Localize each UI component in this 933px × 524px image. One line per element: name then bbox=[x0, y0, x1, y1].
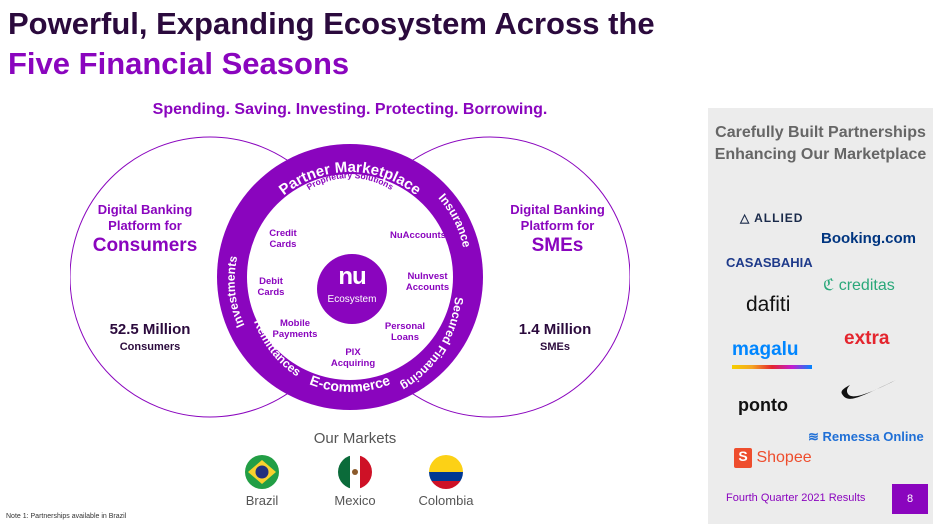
ecosystem-label: Ecosystem bbox=[327, 294, 377, 305]
tagline: Spending. Saving. Investing. Protecting.… bbox=[152, 101, 548, 118]
market-brazil-label: Brazil bbox=[245, 493, 279, 508]
smes-block: Digital Banking Platform for SMEs bbox=[495, 202, 620, 258]
creditas-logo: ℭ creditas bbox=[823, 277, 895, 294]
market-brazil: Brazil bbox=[222, 455, 302, 508]
brazil-flag-icon bbox=[245, 455, 279, 489]
page-number: 8 bbox=[892, 484, 928, 514]
ring-label-bottom: E-commerce bbox=[308, 372, 392, 395]
smes-unit: SMEs bbox=[540, 341, 570, 353]
markets-title: Our Markets bbox=[313, 430, 397, 447]
creditas-mark-icon: ℭ bbox=[823, 277, 835, 294]
product-pix-acquiring: PIX Acquiring bbox=[330, 347, 376, 369]
title-line-2: Five Financial Seasons bbox=[8, 46, 350, 81]
smes-count: 1.4 Million bbox=[518, 321, 592, 338]
nike-swoosh-icon bbox=[841, 380, 896, 399]
magalu-logo: magalu bbox=[732, 339, 799, 360]
remessa-online-logo: ≋ Remessa Online bbox=[808, 429, 924, 444]
title-line-1: Powerful, Expanding Ecosystem Across the bbox=[8, 6, 655, 41]
product-credit-cards: Credit Cards bbox=[269, 228, 297, 250]
product-nuinvest-accounts: NuInvest Accounts bbox=[405, 271, 450, 293]
market-mexico: Mexico bbox=[315, 455, 395, 508]
shopee-bag-icon: S bbox=[734, 448, 752, 468]
dafiti-logo: dafiti bbox=[746, 293, 791, 316]
market-mexico-label: Mexico bbox=[334, 493, 376, 508]
consumers-subtitle: Digital Banking Platform for bbox=[97, 202, 193, 233]
smes-subtitle: Digital Banking Platform for bbox=[510, 202, 605, 233]
market-colombia: Colombia bbox=[406, 455, 486, 508]
consumers-audience: Consumers bbox=[92, 235, 198, 256]
product-mobile-payments: Mobile Payments bbox=[272, 318, 318, 340]
consumers-count: 52.5 Million bbox=[109, 321, 191, 338]
consumers-count-block: 52.5 Million Consumers bbox=[90, 320, 210, 354]
magalu-underline bbox=[732, 365, 812, 369]
consumers-unit: Consumers bbox=[119, 341, 181, 353]
colombia-flag-icon bbox=[429, 455, 463, 489]
product-nuaccounts: NuAccounts bbox=[390, 230, 446, 241]
consumers-block: Digital Banking Platform for Consumers bbox=[80, 202, 210, 258]
nu-ecosystem-logo: nu Ecosystem bbox=[317, 254, 387, 324]
smes-count-block: 1.4 Million SMEs bbox=[500, 320, 610, 354]
footnote: Note 1: Partnerships available in Brazil bbox=[6, 513, 127, 520]
shopee-logo: S Shopee bbox=[734, 448, 812, 468]
footer-text: Fourth Quarter 2021 Results bbox=[726, 492, 866, 504]
remessa-chevron-icon: ≋ bbox=[808, 429, 819, 444]
smes-audience: SMEs bbox=[531, 235, 584, 256]
casasbahia-logo: CASASBAHIA bbox=[726, 255, 813, 270]
product-personal-loans: Personal Loans bbox=[384, 321, 426, 343]
extra-logo: extra bbox=[844, 328, 890, 349]
product-debit-cards: Debit Cards bbox=[257, 276, 285, 298]
footer: Fourth Quarter 2021 Results 8 bbox=[708, 484, 933, 514]
partners-panel: Carefully Built Partnerships Enhancing O… bbox=[708, 108, 933, 524]
mexico-flag-icon bbox=[338, 455, 372, 489]
page-title: Powerful, Expanding Ecosystem Across the… bbox=[8, 4, 655, 84]
nu-mark: nu bbox=[338, 263, 366, 290]
partners-title: Carefully Built Partnerships Enhancing O… bbox=[714, 124, 927, 163]
booking-logo: Booking.com bbox=[821, 230, 917, 247]
allied-logo: △ ALLIED bbox=[740, 211, 804, 225]
allied-triangle-icon: △ bbox=[740, 211, 751, 225]
ponto-logo: ponto bbox=[738, 395, 788, 415]
market-colombia-label: Colombia bbox=[418, 493, 474, 508]
